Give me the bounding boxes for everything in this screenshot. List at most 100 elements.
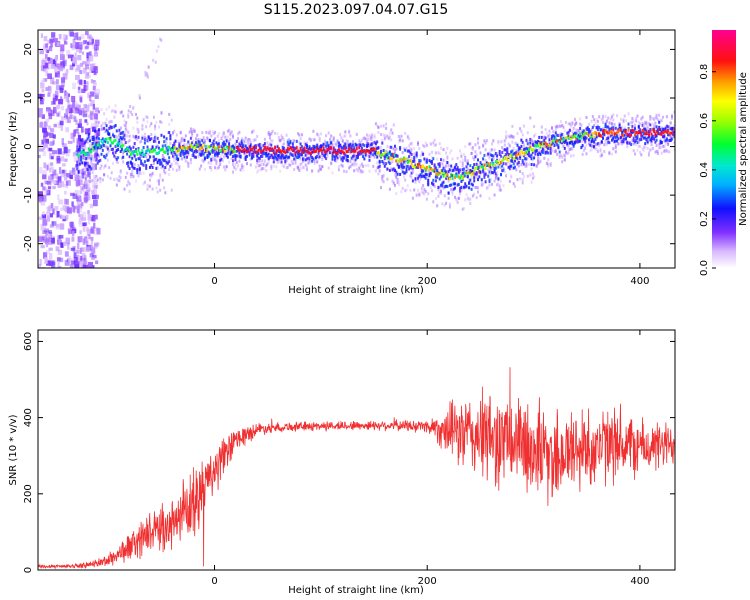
spectrogram-cell xyxy=(86,240,89,248)
spectrogram-cell xyxy=(137,148,140,152)
spectrogram-cell xyxy=(567,136,570,140)
spectrogram-cell xyxy=(394,183,396,187)
spectrogram-cell xyxy=(408,149,411,153)
spectrogram-cell xyxy=(52,208,55,215)
spectrogram-cell xyxy=(442,158,445,162)
spectrogram-cell xyxy=(62,73,68,80)
spectrogram-cell xyxy=(170,146,173,150)
spectrogram-cell xyxy=(530,167,533,171)
spectrogram-cell xyxy=(173,153,176,157)
spectrogram-cell xyxy=(150,122,153,126)
spectrogram-cell xyxy=(120,141,123,145)
spectrogram-cell xyxy=(45,87,49,91)
spectrogram-cell xyxy=(359,149,362,153)
spectrogram-cell xyxy=(533,148,536,152)
spectrogram-cell xyxy=(346,159,349,162)
spectrogram-cell xyxy=(501,140,504,143)
spectrogram-cell xyxy=(558,154,561,158)
spectrogram-cell xyxy=(586,131,589,135)
spectrogram-cell xyxy=(235,146,238,149)
spectrogram-cell xyxy=(145,72,148,76)
spectrogram-cell xyxy=(419,177,422,181)
spectrogram-cell xyxy=(196,133,199,137)
spectrogram-cell xyxy=(559,134,562,138)
spectrogram-cell xyxy=(163,186,166,190)
spectrogram-cell xyxy=(210,168,213,172)
spectrogram-cell xyxy=(491,154,493,158)
spectrogram-cell xyxy=(187,146,190,150)
spectrogram-cell xyxy=(175,147,178,151)
spectrogram-cell xyxy=(423,174,426,178)
spectrogram-cell xyxy=(184,159,187,163)
spectrogram-cell xyxy=(343,146,345,150)
spectrogram-cell xyxy=(311,159,314,163)
spectrogram-cell xyxy=(335,143,338,147)
spectrogram-cell xyxy=(618,128,621,132)
spectrogram-cell xyxy=(608,121,611,125)
spectrogram-cell xyxy=(249,147,252,151)
spectrogram-cell xyxy=(619,128,622,132)
spectrogram-cell xyxy=(284,158,287,162)
spectrogram-cell xyxy=(531,150,534,154)
spectrogram-cell xyxy=(92,42,96,49)
spectrogram-cell xyxy=(243,140,246,144)
spectrogram-cell xyxy=(306,152,308,156)
spectrogram-cell xyxy=(286,150,289,154)
spectrogram-cell xyxy=(434,175,437,179)
spectrogram-cell xyxy=(168,160,171,164)
spectrogram-cell xyxy=(217,142,220,146)
spectrogram-cell xyxy=(406,149,409,153)
spectrogram-cell xyxy=(230,157,233,161)
spectrogram-cell xyxy=(96,137,99,140)
spectrogram-cell xyxy=(63,60,67,67)
spectrogram-cell xyxy=(540,147,543,151)
spectrogram-cell xyxy=(502,156,505,160)
spectrogram-cell xyxy=(386,134,389,138)
spectrogram-cell xyxy=(67,119,71,124)
spectrogram-cell xyxy=(630,121,633,124)
spectrogram-cell xyxy=(100,139,103,143)
spectrogram-cell xyxy=(205,149,208,153)
snr-series-line xyxy=(38,367,675,570)
spectrogram-cell xyxy=(88,51,92,56)
spectrogram-cell xyxy=(475,166,478,170)
spectrogram-cell xyxy=(405,165,408,169)
spectrogram-cell xyxy=(85,64,89,70)
spectrogram-cell xyxy=(249,144,252,148)
spectrogram-cell xyxy=(325,134,328,138)
spectrogram-cell xyxy=(376,166,379,170)
spectrogram-cell xyxy=(39,258,42,266)
spectrogram-cell xyxy=(665,124,668,128)
spectrogram-cell xyxy=(341,156,344,160)
spectrogram-cell xyxy=(400,134,403,138)
spectrogram-cell xyxy=(297,146,300,150)
spectrogram-cell xyxy=(563,139,566,143)
spectrogram-cell xyxy=(80,247,86,252)
spectrogram-cell xyxy=(54,180,59,186)
spectrogram-cell xyxy=(607,116,610,120)
spectrogram-cell xyxy=(58,234,64,239)
spectrogram-cell xyxy=(51,221,57,226)
spectrogram-cell xyxy=(149,178,151,182)
spectrogram-cell xyxy=(545,162,548,166)
spectrogram-cell xyxy=(163,156,166,160)
spectrogram-cell xyxy=(457,175,460,179)
spectrogram-cell xyxy=(422,184,425,188)
spectrogram-cell xyxy=(317,156,320,160)
spectrogram-cell xyxy=(304,163,307,167)
spectrogram-cell xyxy=(417,141,419,145)
spectrogram-cell xyxy=(507,153,510,156)
spectrogram-cell xyxy=(91,183,97,189)
spectrogram-cell xyxy=(95,125,98,129)
spectrogram-cell xyxy=(276,161,279,164)
spectrogram-cell xyxy=(243,144,246,148)
spectrogram-cell xyxy=(89,165,91,169)
spectrogram-cell xyxy=(651,147,654,151)
spectrogram-cell xyxy=(73,58,77,64)
spectrogram-cell xyxy=(447,196,450,200)
spectrogram-cell xyxy=(251,156,254,160)
spectrogram-cell xyxy=(178,165,181,169)
spectrogram-cell xyxy=(55,210,58,218)
colorbar-tick-label: 0.0 xyxy=(699,260,710,276)
spectrogram-cell xyxy=(175,154,178,158)
